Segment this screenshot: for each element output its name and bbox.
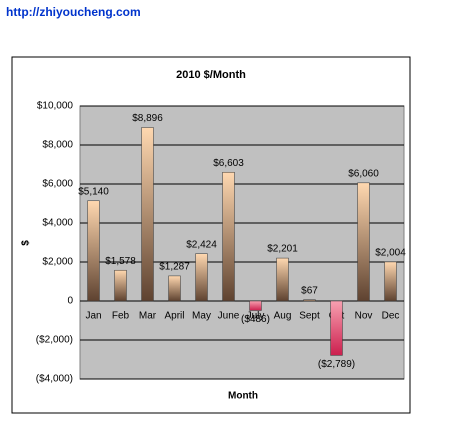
x-tick-label: July — [247, 311, 265, 322]
y-tick-label: 0 — [67, 296, 73, 307]
x-axis-label: Month — [228, 391, 258, 402]
x-tick-label: April — [164, 311, 184, 322]
y-tick-label: $4,000 — [42, 218, 73, 229]
data-label: ($486) — [241, 314, 270, 325]
bar — [330, 300, 343, 356]
plot-area — [79, 105, 405, 380]
data-label: $1,287 — [159, 262, 190, 273]
x-tick-label: May — [192, 311, 211, 322]
data-label: $5,140 — [78, 186, 109, 197]
bar — [384, 261, 397, 302]
bar — [195, 253, 208, 302]
data-label: $2,201 — [267, 244, 298, 255]
y-axis-label: $ — [21, 240, 32, 246]
x-tick-label: Jan — [85, 311, 101, 322]
site-url[interactable]: http://zhiyoucheng.com — [6, 5, 141, 19]
data-label: $6,060 — [348, 168, 379, 179]
x-tick-label: June — [218, 311, 240, 322]
bar — [276, 257, 289, 302]
y-tick-label: $10,000 — [37, 101, 74, 112]
x-tick-label: Feb — [112, 311, 130, 322]
y-tick-label: ($2,000) — [36, 335, 73, 346]
data-label: $2,424 — [186, 239, 217, 250]
bar — [303, 299, 316, 302]
data-label: ($2,789) — [318, 359, 355, 370]
y-tick-label: $6,000 — [42, 179, 73, 190]
y-tick-label: $8,000 — [42, 140, 73, 151]
bar — [141, 127, 154, 302]
data-label: $1,578 — [105, 256, 136, 267]
x-tick-label: Nov — [355, 311, 373, 322]
bar — [168, 275, 181, 302]
y-tick-label: $2,000 — [42, 257, 73, 268]
x-tick-label: Mar — [139, 311, 157, 322]
data-label: $67 — [301, 285, 318, 296]
bar — [357, 182, 370, 302]
bar — [249, 300, 262, 311]
data-label: $8,896 — [132, 113, 163, 124]
data-label: $6,603 — [213, 158, 244, 169]
chart-title: 2010 $/Month — [176, 69, 246, 81]
data-label: $2,004 — [375, 248, 406, 259]
x-tick-label: Dec — [382, 311, 400, 322]
x-tick-label: Sept — [299, 311, 320, 322]
bar — [222, 171, 235, 302]
x-tick-label: Aug — [274, 311, 292, 322]
bar — [114, 269, 127, 302]
y-tick-label: ($4,000) — [36, 374, 73, 385]
bar — [87, 200, 100, 302]
